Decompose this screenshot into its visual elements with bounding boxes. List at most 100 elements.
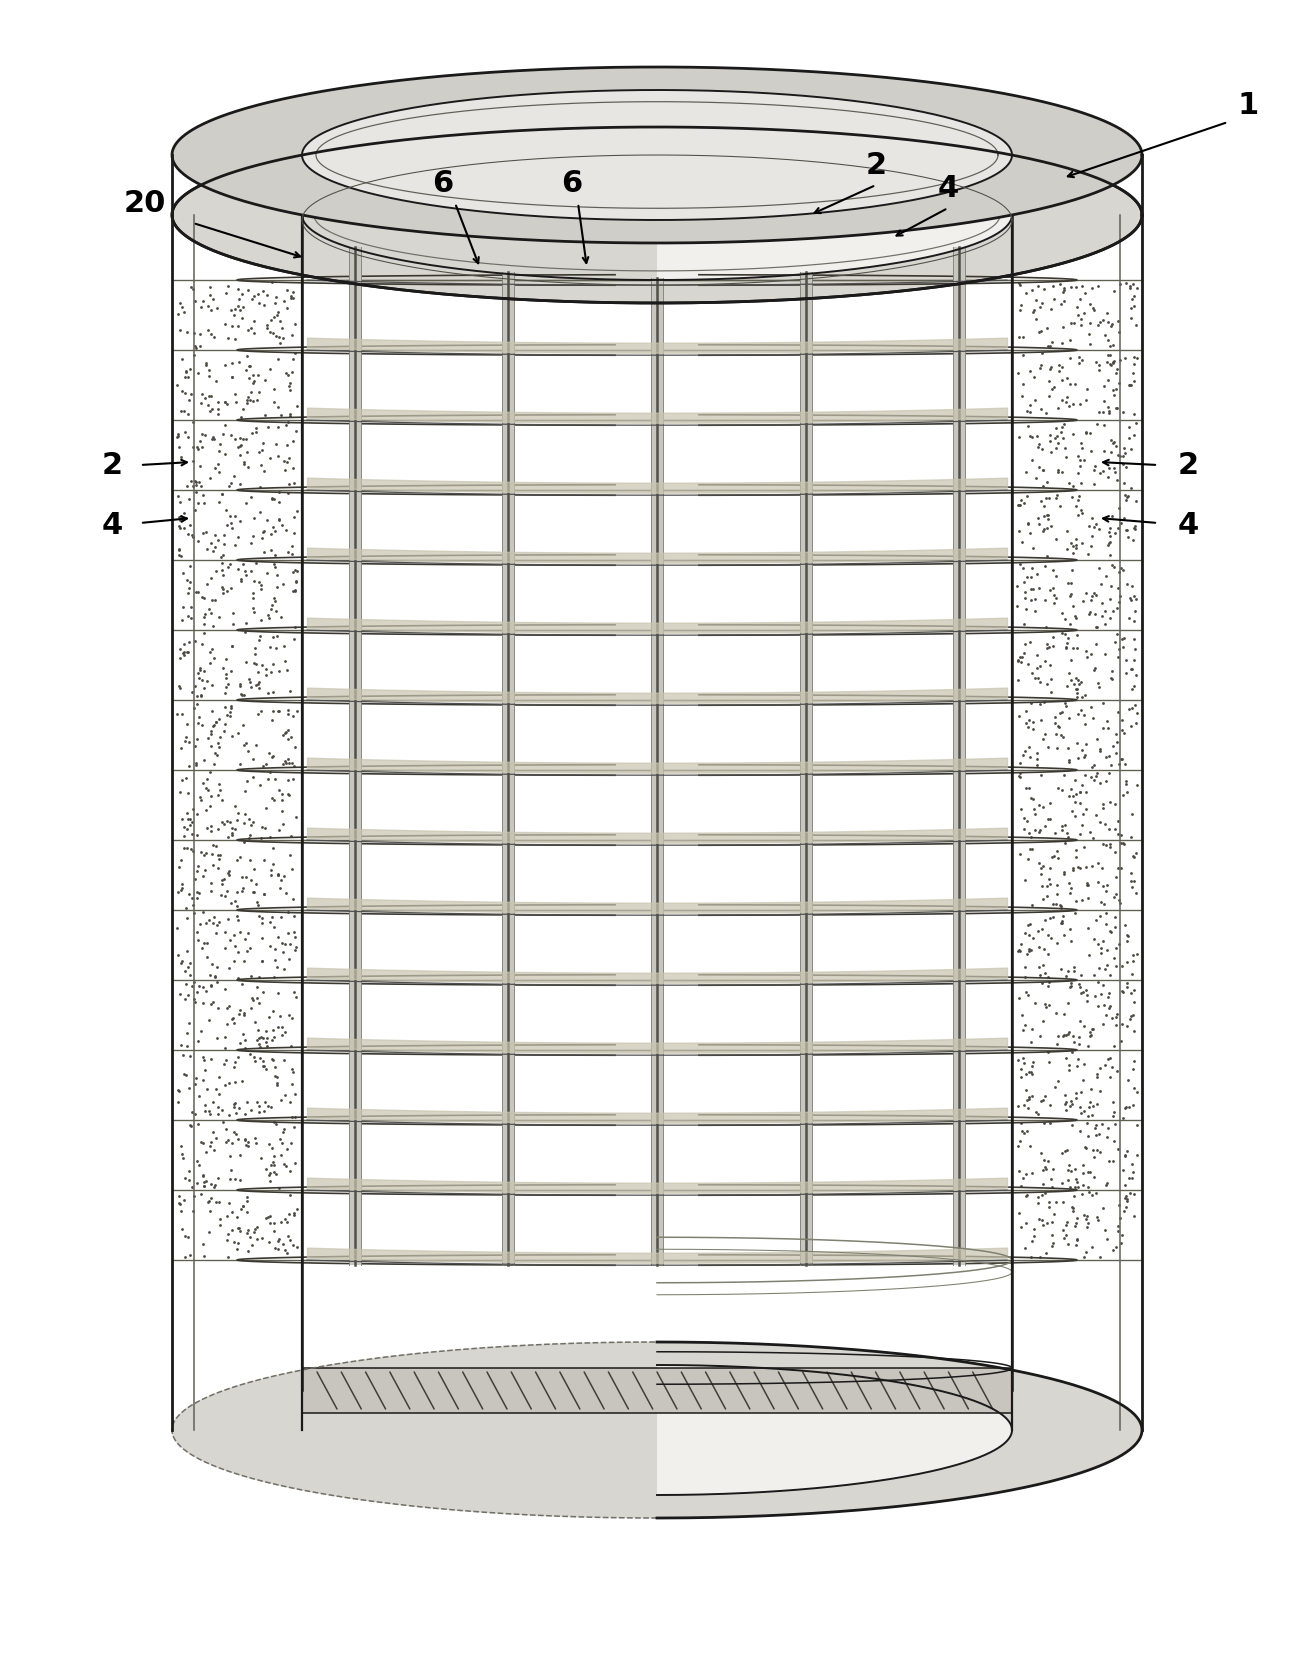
Point (179, 552, 200, 579)
Point (1086, 801, 1107, 828)
Point (179, 628, 200, 655)
Point (212, 579, 233, 606)
Point (1031, 396, 1052, 423)
Point (1107, 643, 1128, 670)
Point (1082, 1016, 1103, 1043)
Point (216, 1046, 237, 1073)
Point (1120, 960, 1141, 987)
Point (1069, 779, 1090, 806)
Point (201, 672, 222, 698)
Point (1041, 329, 1063, 356)
Point (1007, 667, 1028, 693)
Point (214, 1024, 235, 1051)
Point (277, 717, 299, 744)
Point (1063, 855, 1084, 881)
Point (229, 425, 250, 452)
Point (1057, 1167, 1078, 1194)
Point (217, 907, 238, 934)
Point (1090, 460, 1111, 487)
Point (250, 772, 271, 799)
Point (1040, 1091, 1061, 1118)
Point (1124, 692, 1145, 719)
Point (1089, 1078, 1110, 1105)
Point (1059, 782, 1080, 809)
Point (1023, 363, 1044, 390)
Point (1020, 562, 1041, 589)
Point (1007, 359, 1028, 386)
Point (1052, 903, 1073, 930)
Point (195, 796, 216, 823)
Point (1028, 1206, 1049, 1232)
Polygon shape (651, 279, 663, 1264)
Point (1080, 437, 1101, 463)
Point (276, 1209, 297, 1236)
Point (1019, 391, 1040, 418)
Point (1097, 299, 1118, 326)
Point (1039, 855, 1060, 881)
Point (255, 401, 276, 428)
Point (241, 285, 262, 312)
Point (1034, 1110, 1055, 1137)
Point (1036, 502, 1057, 529)
Point (267, 395, 288, 421)
Point (208, 843, 229, 870)
Point (189, 468, 210, 495)
Point (274, 863, 295, 890)
Point (237, 1217, 258, 1244)
Point (271, 1086, 292, 1113)
Point (237, 386, 258, 413)
Point (1043, 843, 1064, 870)
Point (1105, 913, 1126, 940)
Point (1047, 845, 1068, 871)
Point (1085, 452, 1106, 479)
Point (1109, 751, 1130, 777)
Point (206, 912, 227, 939)
Point (1045, 720, 1066, 747)
Point (246, 732, 267, 759)
Point (208, 996, 229, 1023)
Point (200, 599, 221, 626)
Point (217, 1226, 238, 1253)
Point (188, 1083, 209, 1110)
Point (264, 289, 285, 316)
Point (260, 658, 281, 685)
Point (258, 678, 279, 705)
Point (220, 692, 241, 719)
Point (283, 578, 304, 604)
Point (249, 1093, 270, 1120)
Point (1086, 907, 1107, 934)
Point (1076, 579, 1097, 606)
Point (1053, 1001, 1074, 1028)
Point (275, 457, 296, 484)
Point (279, 1200, 300, 1227)
Point (1032, 1007, 1053, 1034)
Point (208, 1081, 229, 1108)
Point (167, 301, 188, 327)
Point (1093, 437, 1114, 463)
Point (264, 1217, 285, 1244)
Point (1099, 351, 1120, 378)
Point (1099, 1063, 1120, 1090)
Point (230, 843, 251, 870)
Point (1047, 928, 1068, 955)
Point (189, 452, 210, 479)
Point (1007, 1046, 1028, 1073)
Point (277, 700, 299, 727)
Point (1032, 952, 1053, 979)
Point (1097, 1226, 1118, 1253)
Point (209, 1206, 230, 1232)
Point (258, 601, 279, 628)
Point (220, 808, 241, 834)
Point (1086, 613, 1107, 640)
Point (193, 745, 214, 772)
Point (1094, 811, 1115, 838)
Point (230, 507, 251, 534)
Point (1059, 393, 1080, 420)
Point (185, 579, 206, 606)
Point (254, 366, 275, 393)
Polygon shape (953, 247, 965, 1264)
Point (209, 430, 230, 457)
Point (1076, 1239, 1097, 1266)
Point (252, 277, 274, 304)
Point (1099, 962, 1120, 989)
